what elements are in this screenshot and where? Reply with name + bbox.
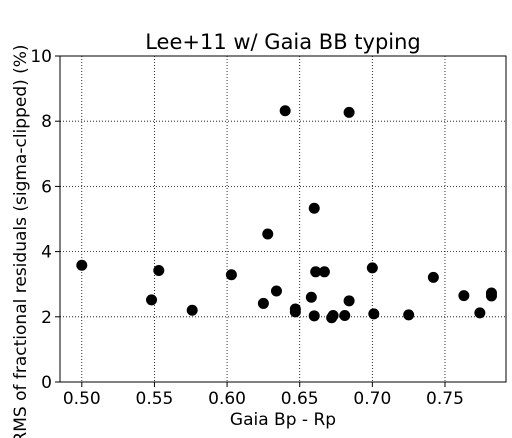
scatter-point — [257, 297, 269, 309]
scatter-point — [153, 265, 165, 277]
x-tick-label: 0.70 — [353, 389, 391, 409]
scatter-point — [279, 105, 291, 117]
scatter-point — [343, 295, 355, 307]
scatter-point — [146, 294, 158, 306]
chart-title: Lee+11 w/ Gaia BB typing — [145, 30, 421, 54]
scatter-point — [308, 310, 320, 322]
y-tick-label: 6 — [41, 177, 52, 197]
scatter-point — [327, 309, 339, 321]
scatter-point — [262, 228, 274, 240]
scatter-point — [186, 304, 198, 316]
scatter-point — [225, 269, 237, 281]
scatter-point — [289, 303, 301, 315]
grid-lines — [60, 55, 506, 383]
scatter-point — [403, 309, 415, 321]
y-tick-label: 10 — [30, 47, 52, 67]
scatter-point — [366, 262, 378, 274]
data-points — [76, 105, 497, 324]
y-axis-label: RMS of fractional residuals (sigma-clipp… — [11, 44, 31, 438]
y-tick-label: 2 — [41, 308, 52, 328]
x-tick-label: 0.75 — [426, 389, 464, 409]
scatter-point — [427, 271, 439, 283]
x-tick-label: 0.65 — [281, 389, 319, 409]
scatter-point — [343, 106, 355, 118]
scatter-point — [270, 285, 282, 297]
y-tick-label: 4 — [41, 243, 52, 263]
scatter-point — [368, 308, 380, 320]
y-tick-label: 8 — [41, 112, 52, 132]
scatter-point — [308, 202, 320, 214]
scatter-point — [305, 291, 317, 303]
y-tick-label: 0 — [41, 373, 52, 393]
scatter-point — [310, 266, 322, 278]
x-tick-label: 0.50 — [63, 389, 101, 409]
scatter-point — [339, 309, 351, 321]
axis-ticks: 0.50 0.55 0.60 0.65 0.70 0.75 0 2 4 6 8 10 — [30, 47, 464, 409]
x-tick-label: 0.60 — [208, 389, 246, 409]
x-tick-label: 0.55 — [136, 389, 174, 409]
scatter-point — [474, 307, 486, 319]
scatter-point — [318, 266, 330, 278]
scatter-point — [458, 290, 470, 302]
scatter-point — [485, 287, 497, 299]
plot-area-frame — [59, 55, 507, 383]
scatter-point — [76, 259, 88, 271]
x-axis-label: Gaia Bp - Rp — [230, 410, 336, 430]
